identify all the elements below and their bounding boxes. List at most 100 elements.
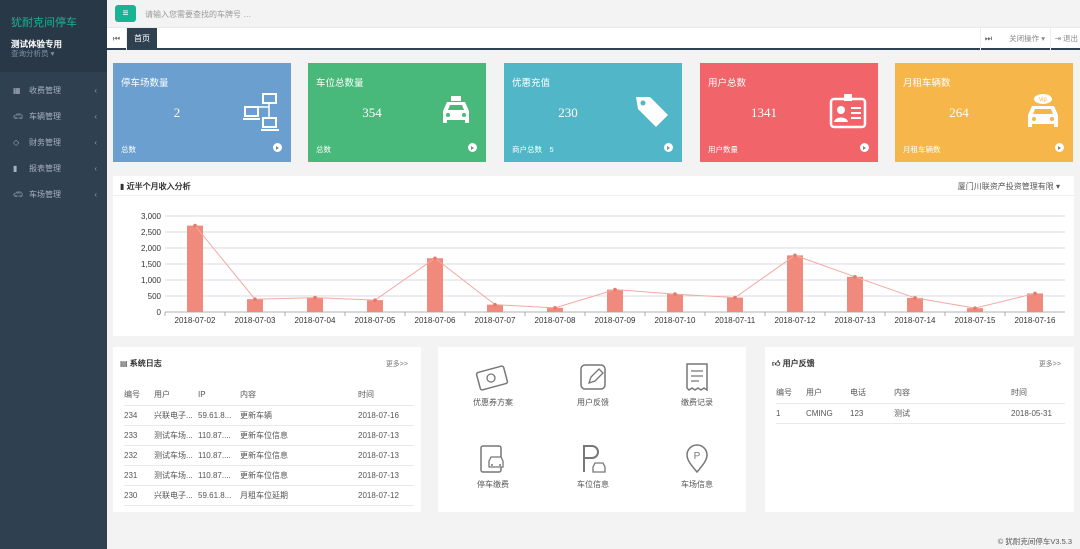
column-header: 编号	[124, 384, 154, 406]
quick-link-label: 停车缴费	[477, 480, 509, 489]
data-point	[193, 223, 197, 228]
close-operations-dropdown[interactable]: 关闭操作 ▾	[1009, 34, 1045, 43]
data-point	[673, 292, 677, 296]
table-cell: 更新车位信息	[240, 465, 358, 486]
table-row[interactable]: 233 测试车场... 110.87.... 更新车位信息 2018-07-13	[124, 425, 414, 446]
chart-title-text: 近半个月收入分析	[126, 182, 191, 191]
logout-button[interactable]: ⇥ 退出	[1049, 28, 1078, 50]
arrow-circle-icon[interactable]	[468, 143, 477, 152]
quick-link-parking-payment[interactable]: 停车缴费	[458, 443, 528, 490]
table-cell: 兴联电子...	[154, 485, 198, 506]
table-cell: 测试	[894, 403, 1011, 424]
bar	[427, 258, 443, 312]
chevron-left-icon: ‹	[94, 111, 97, 121]
card-footer: 商户总数 5	[512, 145, 554, 154]
chevron-left-icon: ‹	[94, 137, 97, 147]
table-cell: 233	[124, 425, 154, 446]
column-header: 用户	[154, 384, 198, 406]
table-row[interactable]: 231 测试车场... 110.87.... 更新车位信息 2018-07-13	[124, 465, 414, 486]
column-header: 编号	[776, 382, 806, 404]
tab-scroll-right-button[interactable]: ⏭︎	[980, 28, 996, 50]
arrow-circle-icon[interactable]	[273, 143, 282, 152]
revenue-chart-panel: 0 500 1,000 1,500 2,000 2,500 3,000 2018-07-02 2…	[113, 176, 1074, 336]
sidebar-item-vehicle[interactable]: 🚗︎ 车辆管理 ‹	[0, 103, 107, 129]
table-cell: 2018-07-13	[358, 425, 414, 446]
x-tick-label: 2018-07-10	[655, 316, 696, 325]
table-cell: 232	[124, 445, 154, 466]
stat-card-spaces: 车位总数量 354 总数	[308, 63, 486, 162]
network-icon	[243, 93, 279, 131]
bar	[547, 307, 563, 312]
bar	[787, 255, 803, 312]
table-cell: 更新车位信息	[240, 445, 358, 466]
log-more-link[interactable]: 更多>>	[385, 361, 408, 368]
plate-search-input[interactable]	[145, 6, 445, 22]
double-left-icon: ⏮︎	[112, 34, 121, 43]
bar	[667, 294, 683, 312]
y-tick-label: 1,500	[141, 260, 162, 269]
table-cell: 230	[124, 485, 154, 506]
arrow-circle-icon[interactable]	[1055, 143, 1064, 152]
table-cell: 2018-07-16	[358, 405, 414, 426]
panel-title: 👍︎ 用户反馈	[772, 358, 815, 369]
bar	[367, 300, 383, 312]
brand-title[interactable]: 犹耐克间停车	[11, 17, 77, 29]
sidebar-item-label: 财务管理	[29, 137, 61, 147]
sidebar-item-label: 车辆管理	[29, 111, 61, 121]
data-point	[973, 306, 977, 310]
sidebar-item-finance[interactable]: ◇ 财务管理 ‹	[0, 129, 107, 155]
tab-bar: ⏮︎ 首页 ⏭︎ 关闭操作 ▾ ⇥ 退出	[107, 28, 1080, 50]
sidebar-item-charge[interactable]: ▦ 收费管理 ‹	[0, 77, 107, 103]
column-header: 时间	[358, 384, 414, 406]
y-tick-label: 3,000	[141, 212, 162, 221]
bar	[907, 297, 923, 312]
quick-link-label: 缴费记录	[681, 398, 713, 407]
card-value: 230	[558, 105, 578, 120]
company-selector[interactable]: 厦门川联资产投资管理有限 ▾	[957, 182, 1060, 191]
table-cell: 更新车辆	[240, 405, 358, 426]
table-row[interactable]: 234 兴联电子... 59.61.8... 更新车辆 2018-07-16	[124, 405, 414, 426]
data-point	[913, 296, 917, 300]
table-cell: CMING	[806, 403, 850, 424]
x-tick-label: 2018-07-15	[955, 316, 996, 325]
tab-home[interactable]: 首页	[127, 28, 157, 50]
quick-link-lot-info[interactable]: P 车场信息	[662, 443, 732, 490]
logout-icon: ⇥	[1054, 34, 1063, 43]
table-cell: 2018-07-13	[358, 445, 414, 466]
menu-toggle-button[interactable]: ≡	[115, 5, 136, 22]
data-point	[313, 295, 317, 300]
book-icon: ▤	[120, 359, 130, 368]
table-row[interactable]: 1 CMING 123 测试 2018-05-31	[776, 403, 1065, 424]
revenue-chart: 0 500 1,000 1,500 2,000 2,500 3,000 2018-07-02 2…	[141, 212, 1065, 325]
panel-title: ▤ 系统日志	[120, 358, 162, 369]
quick-link-payment-records[interactable]: 缴费记录	[662, 361, 732, 408]
y-tick-label: 500	[148, 292, 162, 301]
feedback-more-link[interactable]: 更多>>	[1038, 361, 1061, 368]
table-row[interactable]: 230 兴联电子... 59.61.8... 月租车位延期 2018-07-12	[124, 485, 414, 506]
tab-scroll-left-button[interactable]: ⏮︎	[107, 28, 127, 50]
quick-link-space-info[interactable]: 车位信息	[558, 443, 628, 490]
taxi-icon	[443, 96, 469, 123]
x-tick-label: 2018-07-04	[295, 316, 336, 325]
quick-link-coupon[interactable]: 优惠券方案	[458, 361, 528, 408]
data-point	[553, 306, 557, 310]
table-cell: 231	[124, 465, 154, 486]
card-footer: 用户数量	[708, 145, 738, 154]
stat-card-recharge: 优惠充值 230 商户总数 5	[504, 63, 682, 162]
user-role-dropdown[interactable]: 查询分析员 ▾	[11, 49, 55, 58]
table-cell: 测试车场...	[154, 425, 198, 446]
x-tick-label: 2018-07-02	[175, 316, 216, 325]
table-cell: 110.87....	[198, 425, 240, 446]
quick-link-feedback[interactable]: 用户反馈	[558, 361, 628, 408]
sidebar-item-parking-lot[interactable]: 🚗︎ 车场管理 ‹	[0, 181, 107, 207]
feedback-table: 编号 用户 电话 内容 时间 1 CMING 123 测试 2018-05-31	[776, 382, 1065, 424]
chart-title: ▮ 近半个月收入分析	[120, 181, 191, 192]
top-bar: ≡	[107, 0, 1080, 28]
table-cell: 59.61.8...	[198, 405, 240, 426]
sidebar: 犹耐克间停车 测试体验专用 查询分析员 ▾ ▦ 收费管理 ‹ 🚗︎ 车辆管理 ‹…	[0, 0, 107, 549]
table-row[interactable]: 232 测试车场... 110.87.... 更新车位信息 2018-07-13	[124, 445, 414, 466]
card-value: 1341	[751, 105, 777, 120]
sidebar-item-report[interactable]: ▮ 报表管理 ‹	[0, 155, 107, 181]
arrow-circle-icon[interactable]	[860, 143, 869, 152]
arrow-circle-icon[interactable]	[664, 143, 673, 152]
